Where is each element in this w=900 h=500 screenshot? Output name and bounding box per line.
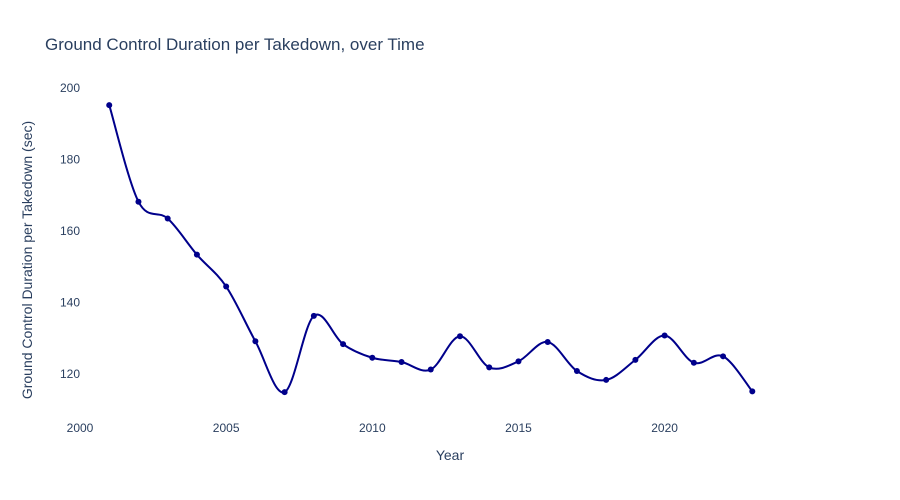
data-point[interactable]: 2004: 153.4 [193,251,200,258]
y-tick-label: 180 [60,152,80,166]
data-point[interactable]: 2010: 124.6 [369,354,376,361]
data-point[interactable]: 2007: 115 [281,389,288,396]
data-point[interactable]: 2006: 129.2 [252,338,259,345]
data-point[interactable]: 2016: 129 [544,339,551,345]
plot-markers: 2001: 195.2 2002: 168.2 2003: 163.5 2004: 1… [106,102,756,396]
data-point[interactable]: 2020: 130.8 [661,332,668,339]
plot-lines [108,104,754,394]
x-axis-title: Year [436,447,465,463]
data-point[interactable]: 2021: 123.2 [690,359,697,366]
x-axis-ticks: 2000 2005 2010 2015 2020 [67,421,679,435]
data-point[interactable]: 2013: 130.6 [457,333,463,340]
x-tick-label: 2005 [213,421,240,435]
data-point[interactable]: 2005: 144.5 [223,283,230,290]
x-tick-label: 2010 [359,421,386,435]
data-point[interactable]: 2023: 115.2 [749,388,756,395]
data-point[interactable]: 2003: 163.5 [164,215,171,222]
x-tick-label: 2015 [505,421,532,435]
data-point[interactable]: 2001: 195.2 [106,102,113,109]
chart-title: Ground Control Duration per Takedown, ov… [45,35,425,54]
data-point[interactable]: 2015: 123.6 [515,358,522,365]
data-point[interactable]: 2002: 168.2 [135,198,142,205]
y-axis-ticks: 120 140 160 180 200 [60,81,80,381]
x-tick-label: 2020 [651,421,678,435]
data-point[interactable]: 2017: 120.9 [573,367,580,374]
data-point[interactable]: 2019: 124 [632,356,639,363]
data-point[interactable]: 2018: 118.4 [603,376,610,383]
y-tick-label: 160 [60,224,80,238]
series-line [108,104,754,394]
y-tick-label: 200 [60,81,80,95]
data-point[interactable]: 2022: 125 [720,353,727,360]
y-axis-title: Ground Control Duration per Takedown (se… [19,121,35,399]
data-point[interactable]: 2009: 128.4 [340,341,347,348]
y-tick-label: 120 [60,367,80,381]
data-point[interactable]: 2011: 123.4 [398,359,405,366]
x-tick-label: 2000 [67,421,94,435]
data-point[interactable]: 2008: 136.3 [310,312,317,319]
y-tick-label: 140 [60,296,80,310]
